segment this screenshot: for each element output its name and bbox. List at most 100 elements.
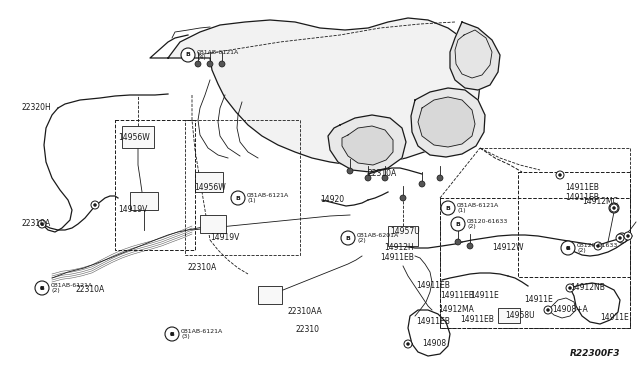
Text: 14911E: 14911E <box>600 314 628 323</box>
Circle shape <box>566 284 574 292</box>
Circle shape <box>165 327 179 341</box>
Circle shape <box>40 222 44 225</box>
Circle shape <box>347 168 353 174</box>
Circle shape <box>467 243 473 249</box>
Bar <box>200 215 226 233</box>
Text: B: B <box>186 52 191 58</box>
Circle shape <box>594 242 602 250</box>
Text: 14920: 14920 <box>320 196 344 205</box>
Text: 14911EB: 14911EB <box>416 282 450 291</box>
Circle shape <box>596 244 600 247</box>
Text: 14911EB: 14911EB <box>380 253 414 263</box>
Bar <box>258 286 282 304</box>
Polygon shape <box>342 126 393 165</box>
Bar <box>130 192 158 210</box>
Circle shape <box>38 284 46 292</box>
Circle shape <box>404 340 412 348</box>
Text: 14911EB: 14911EB <box>440 291 474 299</box>
Text: 14912MC: 14912MC <box>582 198 618 206</box>
Circle shape <box>561 241 575 255</box>
Text: 14911E: 14911E <box>470 292 499 301</box>
Circle shape <box>617 233 627 243</box>
Circle shape <box>195 61 201 67</box>
Circle shape <box>616 234 624 242</box>
Circle shape <box>544 306 552 314</box>
Circle shape <box>231 191 245 205</box>
Text: 14908: 14908 <box>422 340 446 349</box>
Text: 22310A: 22310A <box>76 285 105 295</box>
Text: 08120-61633
(2): 08120-61633 (2) <box>577 243 618 253</box>
Circle shape <box>441 201 455 215</box>
Bar <box>185 120 300 255</box>
Text: B: B <box>346 235 351 241</box>
Text: 22310: 22310 <box>295 326 319 334</box>
Circle shape <box>624 232 632 240</box>
Circle shape <box>406 343 410 346</box>
Polygon shape <box>418 97 475 147</box>
Circle shape <box>419 181 425 187</box>
Text: 081AB-6201A
(2): 081AB-6201A (2) <box>357 232 399 243</box>
Circle shape <box>556 171 564 179</box>
Circle shape <box>559 173 561 176</box>
Text: 22310A: 22310A <box>22 219 51 228</box>
Polygon shape <box>411 88 485 157</box>
Bar <box>195 172 223 192</box>
Text: 14911EB: 14911EB <box>460 315 494 324</box>
Circle shape <box>455 239 461 245</box>
Circle shape <box>400 195 406 201</box>
Circle shape <box>168 330 176 338</box>
Text: 14956W: 14956W <box>118 134 150 142</box>
Polygon shape <box>328 115 406 172</box>
Circle shape <box>170 333 173 336</box>
Circle shape <box>609 203 619 213</box>
Text: 22310AA: 22310AA <box>288 308 323 317</box>
Circle shape <box>612 206 616 209</box>
Text: 14919V: 14919V <box>210 234 239 243</box>
Circle shape <box>564 244 572 252</box>
Circle shape <box>40 286 44 289</box>
Text: 14957U: 14957U <box>390 228 420 237</box>
Circle shape <box>618 237 621 240</box>
Circle shape <box>38 220 46 228</box>
Circle shape <box>219 61 225 67</box>
Text: 081AB-6121A
(1): 081AB-6121A (1) <box>457 203 499 214</box>
Text: 14912MA: 14912MA <box>438 305 474 314</box>
Bar <box>388 226 418 246</box>
Circle shape <box>566 247 570 250</box>
Text: B: B <box>236 196 241 201</box>
Text: 14958U: 14958U <box>505 311 534 321</box>
Circle shape <box>365 175 371 181</box>
Circle shape <box>547 308 550 311</box>
Circle shape <box>207 61 213 67</box>
Text: B: B <box>566 246 570 250</box>
Polygon shape <box>450 22 500 90</box>
Bar <box>498 308 520 323</box>
Bar <box>115 120 195 250</box>
Text: 081AB-6121A
(4): 081AB-6121A (4) <box>197 49 239 60</box>
Text: 14912W: 14912W <box>492 244 524 253</box>
Circle shape <box>181 48 195 62</box>
Text: 14911EB: 14911EB <box>416 317 450 327</box>
Circle shape <box>437 175 443 181</box>
Text: 14919V: 14919V <box>118 205 147 214</box>
Bar <box>440 198 630 328</box>
Text: 22320H: 22320H <box>22 103 52 112</box>
Text: 22310A: 22310A <box>188 263 217 273</box>
Text: 14956W: 14956W <box>194 183 226 192</box>
Text: 14912NB: 14912NB <box>570 283 605 292</box>
Text: R22300F3: R22300F3 <box>570 350 621 359</box>
Circle shape <box>93 203 97 206</box>
Circle shape <box>568 286 572 289</box>
Circle shape <box>627 234 630 237</box>
Text: 081AB-6121A
(3): 081AB-6121A (3) <box>181 328 223 339</box>
Text: B: B <box>40 285 44 291</box>
Circle shape <box>35 281 49 295</box>
Circle shape <box>91 201 99 209</box>
Circle shape <box>610 204 618 212</box>
Circle shape <box>382 175 388 181</box>
Text: 14911EB: 14911EB <box>565 183 599 192</box>
Text: 14912H: 14912H <box>384 244 413 253</box>
Text: B: B <box>456 221 460 227</box>
Text: 081AB-6121A
(1): 081AB-6121A (1) <box>247 193 289 203</box>
Text: B: B <box>445 205 451 211</box>
